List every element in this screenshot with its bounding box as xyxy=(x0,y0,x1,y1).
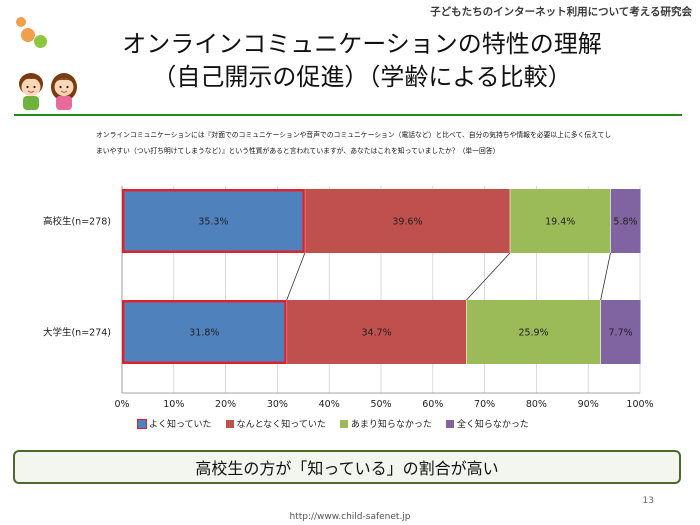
series-connector xyxy=(286,252,306,301)
legend-label: なんとなく知っていた xyxy=(236,420,326,430)
data-label: 35.3% xyxy=(198,217,228,228)
x-axis-ticks: 0% 10% 20% 30% 40% 50% 60% 70% 80% 90% 100% xyxy=(114,399,653,410)
conclusion-text: 高校生の方が「知っている」の割合が高い xyxy=(195,459,499,478)
highlight-outline xyxy=(121,300,287,365)
bar-segment xyxy=(122,189,305,253)
title-divider xyxy=(14,114,682,116)
data-label: 39.6% xyxy=(392,217,422,228)
title-line-2: （自己開示の促進）（学齢による比較） xyxy=(152,63,572,91)
legend-item: なんとなく知っていた xyxy=(225,417,326,430)
series-connector xyxy=(466,252,511,301)
data-label: 5.8% xyxy=(613,217,637,228)
data-label: 19.4% xyxy=(545,217,575,228)
children-illustration xyxy=(19,73,77,110)
title-line-1: オンラインコミュニケーションの特性の理解 xyxy=(122,30,602,58)
boy-icon xyxy=(19,73,43,110)
category-label: 高校生(n=278) xyxy=(43,216,111,228)
data-label: 7.7% xyxy=(609,328,633,339)
bars: 35.3% 39.6% 19.4% 5.8% 31.8% 34.7% 25.9% 7.7% xyxy=(121,188,641,365)
legend-label: あまり知らなかった xyxy=(350,420,432,430)
legend-swatch xyxy=(339,419,348,428)
legend-label: よく知っていた xyxy=(149,420,212,430)
bar-segment xyxy=(600,300,641,364)
legend-item: よく知っていた xyxy=(137,417,212,430)
survey-question: オンラインコミュニケーションには『対面でのコミュニケーションや音声でのコミュニケ… xyxy=(96,131,612,155)
data-label: 31.8% xyxy=(189,328,219,339)
conclusion-box: 高校生の方が「知っている」の割合が高い xyxy=(13,450,681,484)
page-title: オンラインコミュニケーションの特性の理解 （自己開示の促進）（学齢による比較） xyxy=(62,28,662,94)
highlight-outline xyxy=(121,188,305,253)
x-tick-label: 60% xyxy=(422,399,443,410)
stacked-bar-chart: 35.3% 39.6% 19.4% 5.8% 31.8% 34.7% 25.9% 7.7% 高… xyxy=(43,186,654,410)
x-tick-label: 10% xyxy=(163,399,184,410)
legend-swatch xyxy=(137,418,147,429)
x-tick-label: 50% xyxy=(370,399,391,410)
legend-swatch xyxy=(445,419,454,428)
data-label: 25.9% xyxy=(518,328,548,339)
legend-swatch xyxy=(225,419,234,428)
connectors xyxy=(286,252,611,301)
category-label: 大学生(n=274) xyxy=(43,327,111,339)
legend-item: あまり知らなかった xyxy=(339,417,432,430)
orange-dot-decoration-large xyxy=(21,28,35,42)
x-tick-label: 100% xyxy=(626,399,653,410)
bar-segment xyxy=(122,300,287,364)
legend-item: 全く知らなかった xyxy=(445,417,529,430)
footer-url: http://www.child-safenet.jp xyxy=(289,512,411,522)
data-label: 34.7% xyxy=(362,328,392,339)
x-tick-label: 0% xyxy=(114,399,129,410)
bar-segment xyxy=(509,189,611,253)
x-tick-label: 70% xyxy=(474,399,495,410)
legend-label: 全く知らなかった xyxy=(456,420,529,430)
x-tick-label: 30% xyxy=(267,399,288,410)
x-tick-label: 90% xyxy=(578,399,599,410)
orange-dot-decoration xyxy=(16,17,26,27)
bar-segment xyxy=(466,300,601,364)
series-connector xyxy=(600,252,611,301)
chart-legend: よく知っていた なんとなく知っていた あまり知らなかった 全く知らなかった xyxy=(137,417,529,430)
bar-segment xyxy=(286,300,467,364)
x-tick-label: 80% xyxy=(526,399,547,410)
page-number: 13 xyxy=(642,496,654,506)
category-labels: 高校生(n=278) 大学生(n=274) xyxy=(43,216,111,339)
green-dot-decoration xyxy=(34,35,47,48)
bar-segment xyxy=(304,189,510,253)
girl-icon xyxy=(51,73,77,110)
x-tick-label: 20% xyxy=(215,399,236,410)
organization-name: 子どもたちのインターネット利用について考える研究会 xyxy=(430,6,692,18)
x-tick-label: 40% xyxy=(319,399,340,410)
bar-segment xyxy=(610,189,641,253)
